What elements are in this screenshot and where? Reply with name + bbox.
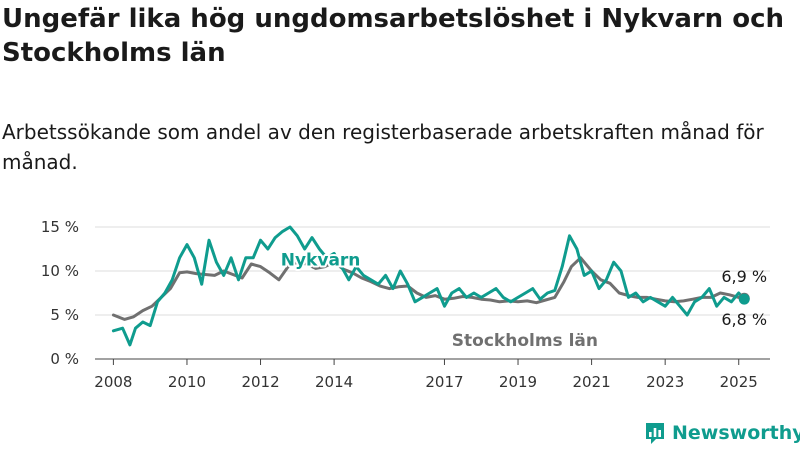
chart-subtitle: Arbetssökande som andel av den registerb… (2, 120, 764, 174)
series-lines (111, 225, 746, 347)
x-tick-label: 2017 (425, 373, 463, 391)
end-point (738, 293, 750, 305)
x-axis-ticks: 2008 2010 2012 2014 2017 2019 2021 2023 2025 (94, 359, 758, 391)
gridlines (95, 226, 770, 316)
newsworthy-logo: Newsworthy (644, 420, 800, 446)
y-tick-label: 15 % (41, 218, 79, 236)
y-tick-label: 5 % (50, 306, 79, 324)
newsworthy-logo-icon (646, 423, 664, 444)
series-label: Stockholms län (452, 331, 598, 351)
x-tick-label: 2008 (94, 373, 132, 391)
x-tick-label: 2019 (499, 373, 537, 391)
end-markers: 6,9 % 6,8 % (721, 267, 767, 329)
brand-name: Newsworthy (672, 422, 800, 444)
end-label: 6,9 % (721, 267, 767, 286)
x-tick-label: 2023 (646, 373, 684, 391)
x-tick-label: 2025 (720, 373, 758, 391)
x-tick-label: 2021 (573, 373, 611, 391)
x-tick-label: 2012 (241, 373, 279, 391)
series-line-nykvarn (111, 225, 746, 347)
x-tick-label: 2010 (168, 373, 206, 391)
end-label: 6,8 % (721, 310, 767, 329)
chart-title: Ungefär lika hög ungdomsarbetslöshet i N… (2, 4, 785, 68)
series-labels: Stockholms län Nykvarn (279, 249, 600, 353)
series-label: Nykvarn (281, 251, 361, 271)
y-tick-label: 10 % (41, 262, 79, 280)
line-chart: 0 %5 %10 %15 % 2008 2010 2012 2014 2017 2019 2… (41, 218, 770, 391)
series-line-stockholms-lan (111, 256, 746, 321)
x-tick-label: 2014 (315, 373, 353, 391)
y-tick-label: 0 % (50, 350, 79, 368)
y-axis-ticks: 0 % 5 % 10 % 15 % (41, 218, 79, 368)
